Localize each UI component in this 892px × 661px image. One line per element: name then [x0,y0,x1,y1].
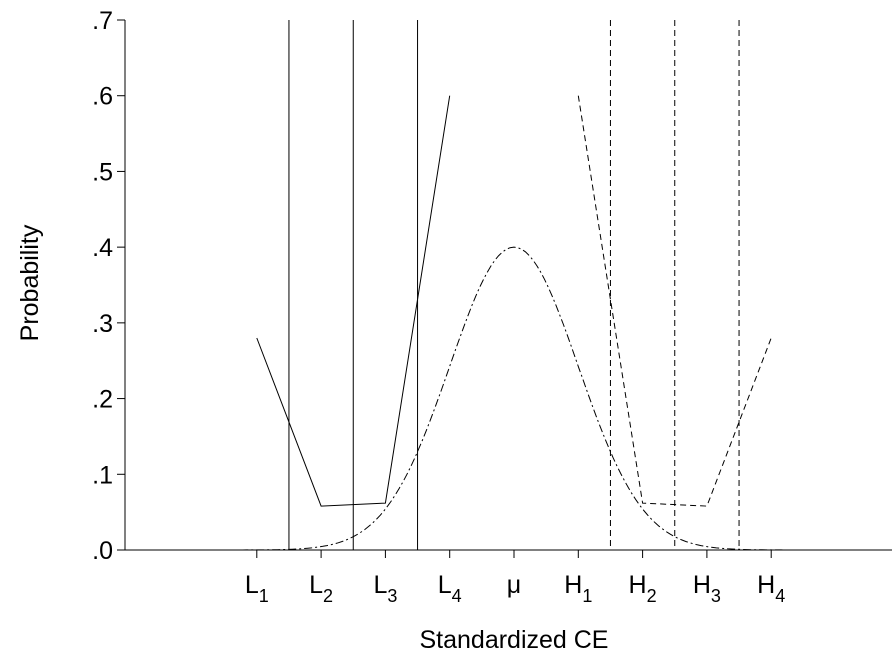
high-probability-line [577,95,772,507]
normal-density-curve [128,246,892,551]
y-tick-label: .2 [92,386,113,414]
threshold-lines [288,20,740,550]
x-ticks: L1 L2 L3 L4 μ H1 H2 H3 H4 [245,550,785,606]
x-tick-label: H1 [564,571,592,606]
axes [124,20,892,551]
x-tick-label: L4 [438,571,462,606]
x-tick-label: μ [507,571,521,599]
y-tick-label: .1 [92,461,113,489]
series-group [128,95,892,551]
y-axis-title: Probability [16,224,44,341]
y-tick-label: .0 [92,537,113,565]
x-tick-label: H3 [693,571,721,606]
y-tick-label: .6 [92,83,113,111]
y-tick-label: .5 [92,158,113,186]
y-tick-label: .7 [92,7,113,35]
x-tick-label: H4 [757,571,785,606]
x-tick-label: L2 [309,571,333,606]
x-axis-title: Standardized CE [419,626,608,654]
x-tick-label: H2 [629,571,657,606]
y-tick-label: .4 [92,234,113,262]
x-tick-label: L1 [245,571,269,606]
y-ticks: .0 .1 .2 .3 .4 .5 .6 .7 [92,7,125,565]
low-probability-line [256,95,451,507]
x-tick-label: L3 [373,571,397,606]
y-tick-label: .3 [92,310,113,338]
